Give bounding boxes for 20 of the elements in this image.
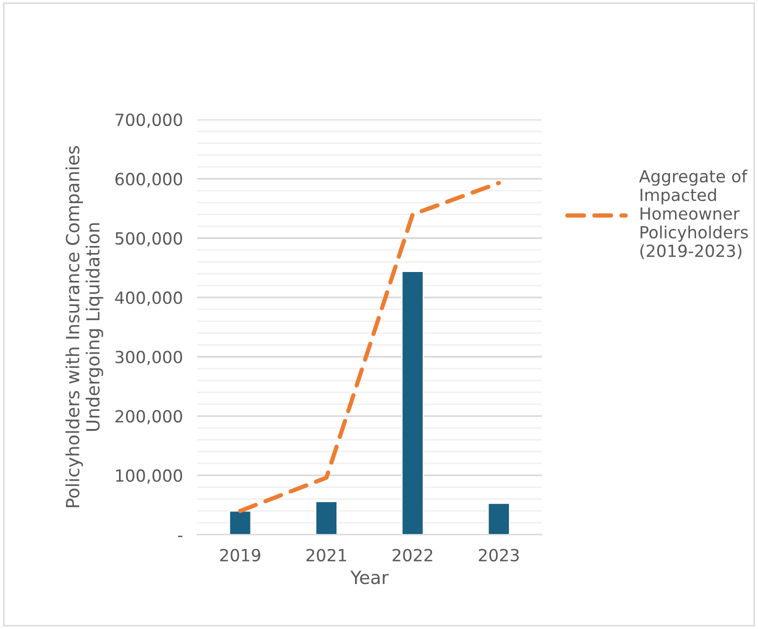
x-tick-label: 2022 bbox=[392, 548, 432, 562]
bar bbox=[314, 500, 338, 535]
y-tick-label: 300,000 bbox=[116, 350, 182, 365]
y-tick-label: 600,000 bbox=[115, 172, 182, 188]
x-tick-label: 2019 bbox=[220, 548, 260, 562]
y-tick-label: 200,000 bbox=[115, 410, 182, 424]
bar bbox=[401, 270, 424, 535]
legend-label: Aggregate of Impacted Homeowner Policyholders (2019-2023) bbox=[639, 170, 748, 260]
bar bbox=[487, 502, 510, 535]
y-tick-label: - bbox=[178, 536, 182, 538]
bar bbox=[228, 510, 252, 535]
x-axis-title: Year bbox=[350, 570, 389, 584]
y-axis-title: Policyholders with Insurance Companies Undergoing Liquidation bbox=[65, 146, 104, 508]
line-series bbox=[238, 180, 501, 514]
y-tick-label: 400,000 bbox=[115, 291, 182, 306]
x-tick-label: 2023 bbox=[478, 548, 519, 562]
y-tick-label: 700,000 bbox=[116, 113, 182, 128]
x-tick-label: 2021 bbox=[306, 548, 346, 562]
y-tick-label: 100,000 bbox=[116, 469, 182, 484]
y-tick-label: 500,000 bbox=[116, 232, 182, 246]
